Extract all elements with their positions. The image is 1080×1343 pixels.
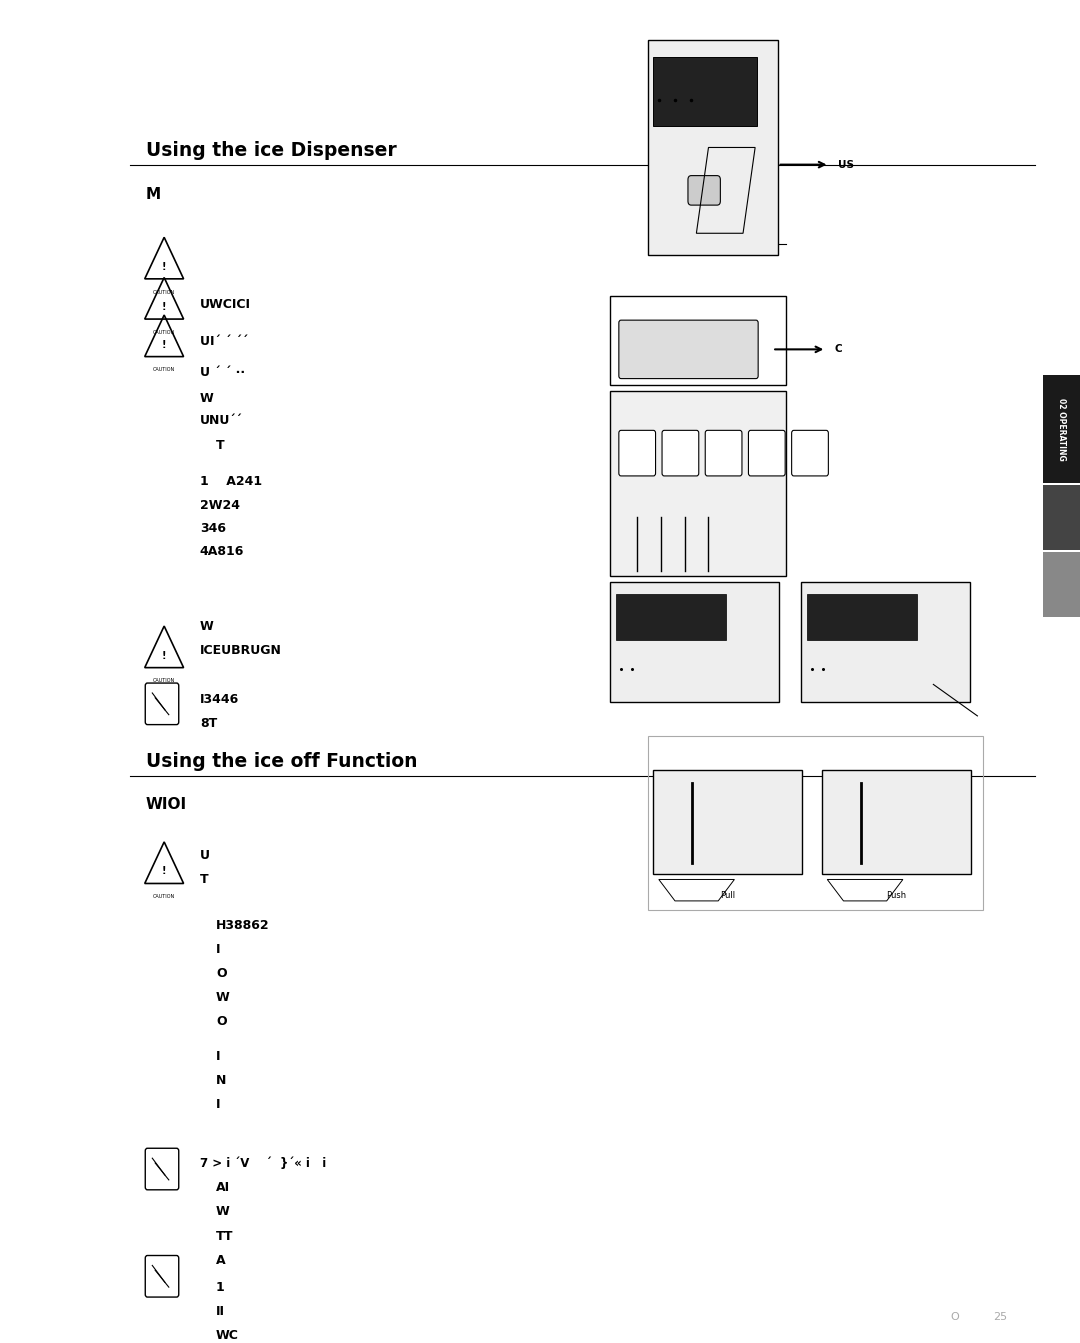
Text: 2W24: 2W24 bbox=[200, 498, 240, 512]
FancyBboxPatch shape bbox=[146, 1148, 179, 1190]
Text: N: N bbox=[216, 1074, 227, 1086]
Text: W: W bbox=[216, 991, 230, 1005]
Text: I: I bbox=[216, 943, 220, 956]
Text: 25: 25 bbox=[994, 1312, 1008, 1322]
Text: 1    A241: 1 A241 bbox=[200, 475, 262, 488]
FancyBboxPatch shape bbox=[662, 430, 699, 475]
FancyBboxPatch shape bbox=[610, 391, 785, 576]
FancyBboxPatch shape bbox=[146, 684, 179, 725]
Text: U ´ ´ ··: U ´ ´ ·· bbox=[200, 367, 245, 379]
Text: WC: WC bbox=[216, 1328, 239, 1342]
FancyBboxPatch shape bbox=[688, 176, 720, 205]
FancyBboxPatch shape bbox=[748, 430, 785, 475]
Text: CAUTION: CAUTION bbox=[153, 894, 175, 900]
Text: !: ! bbox=[162, 866, 166, 877]
FancyBboxPatch shape bbox=[822, 770, 971, 874]
Text: 7 > i ´V    ´  }´« i   i: 7 > i ´V ´ }´« i i bbox=[200, 1158, 326, 1170]
Text: Push: Push bbox=[887, 890, 906, 900]
Bar bbox=[1043, 376, 1080, 482]
Text: C: C bbox=[834, 344, 842, 355]
Text: UNU´´: UNU´´ bbox=[200, 415, 243, 427]
Text: W: W bbox=[200, 619, 214, 633]
Text: 4A816: 4A816 bbox=[200, 544, 244, 557]
Text: U: U bbox=[200, 849, 210, 862]
Text: ICEUBRUGN: ICEUBRUGN bbox=[200, 643, 282, 657]
Text: WIOI: WIOI bbox=[146, 796, 187, 813]
Text: I: I bbox=[216, 1099, 220, 1111]
FancyBboxPatch shape bbox=[648, 40, 778, 255]
Text: H38862: H38862 bbox=[216, 919, 270, 932]
Text: CAUTION: CAUTION bbox=[153, 368, 175, 372]
Text: 1: 1 bbox=[216, 1280, 225, 1293]
FancyBboxPatch shape bbox=[619, 320, 758, 379]
Text: !: ! bbox=[162, 262, 166, 271]
FancyBboxPatch shape bbox=[792, 430, 828, 475]
Text: W: W bbox=[200, 392, 214, 404]
Text: T: T bbox=[200, 873, 208, 886]
Text: !: ! bbox=[162, 650, 166, 661]
FancyBboxPatch shape bbox=[807, 594, 917, 639]
Bar bbox=[648, 736, 983, 911]
Text: O: O bbox=[950, 1312, 959, 1322]
Bar bbox=[1043, 552, 1080, 616]
FancyBboxPatch shape bbox=[801, 582, 970, 702]
Text: O: O bbox=[216, 1015, 227, 1027]
Text: TT: TT bbox=[216, 1230, 233, 1242]
Text: I3446: I3446 bbox=[200, 693, 239, 706]
Text: A: A bbox=[216, 1254, 226, 1266]
Text: CAUTION: CAUTION bbox=[153, 678, 175, 684]
Text: US: US bbox=[838, 160, 854, 169]
Text: UWCICI: UWCICI bbox=[200, 298, 251, 310]
FancyBboxPatch shape bbox=[653, 770, 802, 874]
Text: AI: AI bbox=[216, 1182, 230, 1194]
Text: CAUTION: CAUTION bbox=[153, 330, 175, 334]
FancyBboxPatch shape bbox=[705, 430, 742, 475]
Bar bbox=[610, 297, 785, 384]
Text: O: O bbox=[216, 967, 227, 980]
Text: UI´ ´ ´´: UI´ ´ ´´ bbox=[200, 336, 248, 348]
Bar bbox=[1043, 485, 1080, 549]
Text: Using the ice Dispenser: Using the ice Dispenser bbox=[146, 141, 396, 160]
Text: CAUTION: CAUTION bbox=[153, 290, 175, 294]
FancyBboxPatch shape bbox=[653, 58, 757, 126]
Text: II: II bbox=[216, 1304, 225, 1317]
FancyBboxPatch shape bbox=[616, 594, 726, 639]
Text: !: ! bbox=[162, 302, 166, 312]
Text: T: T bbox=[216, 439, 225, 451]
Text: T: T bbox=[692, 590, 701, 600]
Text: I: I bbox=[216, 1050, 220, 1062]
Text: Pull: Pull bbox=[720, 890, 735, 900]
Text: W: W bbox=[216, 1206, 230, 1218]
Text: M: M bbox=[146, 187, 161, 201]
Text: Using the ice off Function: Using the ice off Function bbox=[146, 752, 417, 771]
FancyBboxPatch shape bbox=[619, 430, 656, 475]
FancyBboxPatch shape bbox=[610, 582, 779, 702]
Text: 346: 346 bbox=[200, 521, 226, 535]
Text: 8T: 8T bbox=[200, 717, 217, 731]
Text: !: ! bbox=[162, 340, 166, 349]
FancyBboxPatch shape bbox=[146, 1256, 179, 1297]
Text: 02 OPERATING: 02 OPERATING bbox=[1057, 398, 1066, 461]
